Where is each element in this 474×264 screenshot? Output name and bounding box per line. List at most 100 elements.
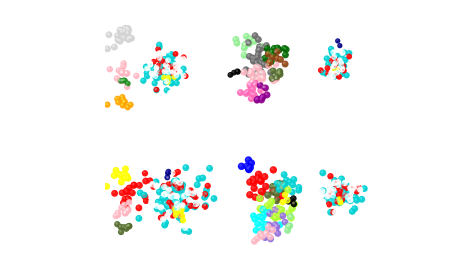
Circle shape xyxy=(249,81,252,83)
Circle shape xyxy=(132,183,134,185)
Circle shape xyxy=(327,75,329,77)
Circle shape xyxy=(259,188,266,196)
Circle shape xyxy=(335,182,341,188)
Circle shape xyxy=(173,206,180,213)
Circle shape xyxy=(182,199,188,205)
Circle shape xyxy=(176,170,178,172)
Circle shape xyxy=(118,78,124,84)
Circle shape xyxy=(122,166,129,172)
Circle shape xyxy=(274,45,281,51)
Circle shape xyxy=(177,213,184,219)
Circle shape xyxy=(264,223,272,230)
Circle shape xyxy=(156,44,163,50)
Circle shape xyxy=(257,188,265,195)
Circle shape xyxy=(329,71,331,74)
Circle shape xyxy=(268,60,270,62)
Circle shape xyxy=(126,197,128,200)
Circle shape xyxy=(121,64,124,67)
Circle shape xyxy=(267,235,274,242)
Circle shape xyxy=(120,30,123,33)
Circle shape xyxy=(335,61,337,64)
Circle shape xyxy=(143,198,149,204)
Circle shape xyxy=(254,76,257,78)
Circle shape xyxy=(149,71,155,77)
Circle shape xyxy=(123,225,129,232)
Circle shape xyxy=(262,55,268,62)
Circle shape xyxy=(187,191,189,194)
Circle shape xyxy=(125,206,132,213)
Circle shape xyxy=(331,50,334,53)
Circle shape xyxy=(278,69,280,72)
Circle shape xyxy=(288,180,290,182)
Circle shape xyxy=(165,214,168,216)
Circle shape xyxy=(184,194,187,197)
Circle shape xyxy=(289,181,296,188)
Circle shape xyxy=(260,234,263,237)
Circle shape xyxy=(257,70,264,77)
Circle shape xyxy=(265,60,273,67)
Circle shape xyxy=(193,204,196,206)
Circle shape xyxy=(103,183,110,190)
Circle shape xyxy=(175,194,177,197)
Circle shape xyxy=(327,202,329,205)
Circle shape xyxy=(325,61,331,67)
Circle shape xyxy=(343,193,346,195)
Circle shape xyxy=(111,44,118,50)
Circle shape xyxy=(190,190,196,197)
Circle shape xyxy=(268,237,271,239)
Circle shape xyxy=(167,182,169,185)
Circle shape xyxy=(341,183,347,189)
Circle shape xyxy=(332,198,335,200)
Circle shape xyxy=(168,91,170,93)
Circle shape xyxy=(126,223,132,229)
Circle shape xyxy=(176,75,179,77)
Circle shape xyxy=(164,190,171,196)
Circle shape xyxy=(192,194,199,200)
Circle shape xyxy=(337,75,339,77)
Circle shape xyxy=(155,71,161,77)
Circle shape xyxy=(173,186,180,193)
Circle shape xyxy=(338,58,340,61)
Circle shape xyxy=(161,183,168,190)
Circle shape xyxy=(172,198,174,201)
Circle shape xyxy=(268,49,275,56)
Circle shape xyxy=(169,170,175,176)
Circle shape xyxy=(238,90,241,93)
Circle shape xyxy=(269,70,271,73)
Circle shape xyxy=(251,216,258,223)
Circle shape xyxy=(165,55,172,62)
Circle shape xyxy=(339,71,346,77)
Circle shape xyxy=(337,66,343,72)
Circle shape xyxy=(329,50,336,57)
Circle shape xyxy=(154,65,159,71)
Circle shape xyxy=(246,167,249,170)
Circle shape xyxy=(352,186,355,188)
Circle shape xyxy=(130,182,137,188)
Circle shape xyxy=(255,65,257,67)
Circle shape xyxy=(114,75,120,82)
Circle shape xyxy=(259,88,261,91)
Circle shape xyxy=(164,66,171,72)
Circle shape xyxy=(276,196,278,199)
Circle shape xyxy=(258,97,265,103)
Circle shape xyxy=(169,197,172,199)
Circle shape xyxy=(332,195,334,197)
Circle shape xyxy=(120,63,127,70)
Circle shape xyxy=(256,63,259,66)
Circle shape xyxy=(176,186,178,188)
Circle shape xyxy=(170,205,176,211)
Circle shape xyxy=(173,200,176,203)
Circle shape xyxy=(119,230,121,232)
Circle shape xyxy=(343,181,345,183)
Circle shape xyxy=(264,92,271,98)
Circle shape xyxy=(243,43,246,45)
Circle shape xyxy=(196,191,203,197)
Circle shape xyxy=(333,58,336,61)
Circle shape xyxy=(265,210,268,213)
Circle shape xyxy=(286,222,293,229)
Circle shape xyxy=(265,62,272,69)
Circle shape xyxy=(158,215,164,221)
Circle shape xyxy=(346,195,348,198)
Circle shape xyxy=(119,68,126,74)
Circle shape xyxy=(278,71,280,73)
